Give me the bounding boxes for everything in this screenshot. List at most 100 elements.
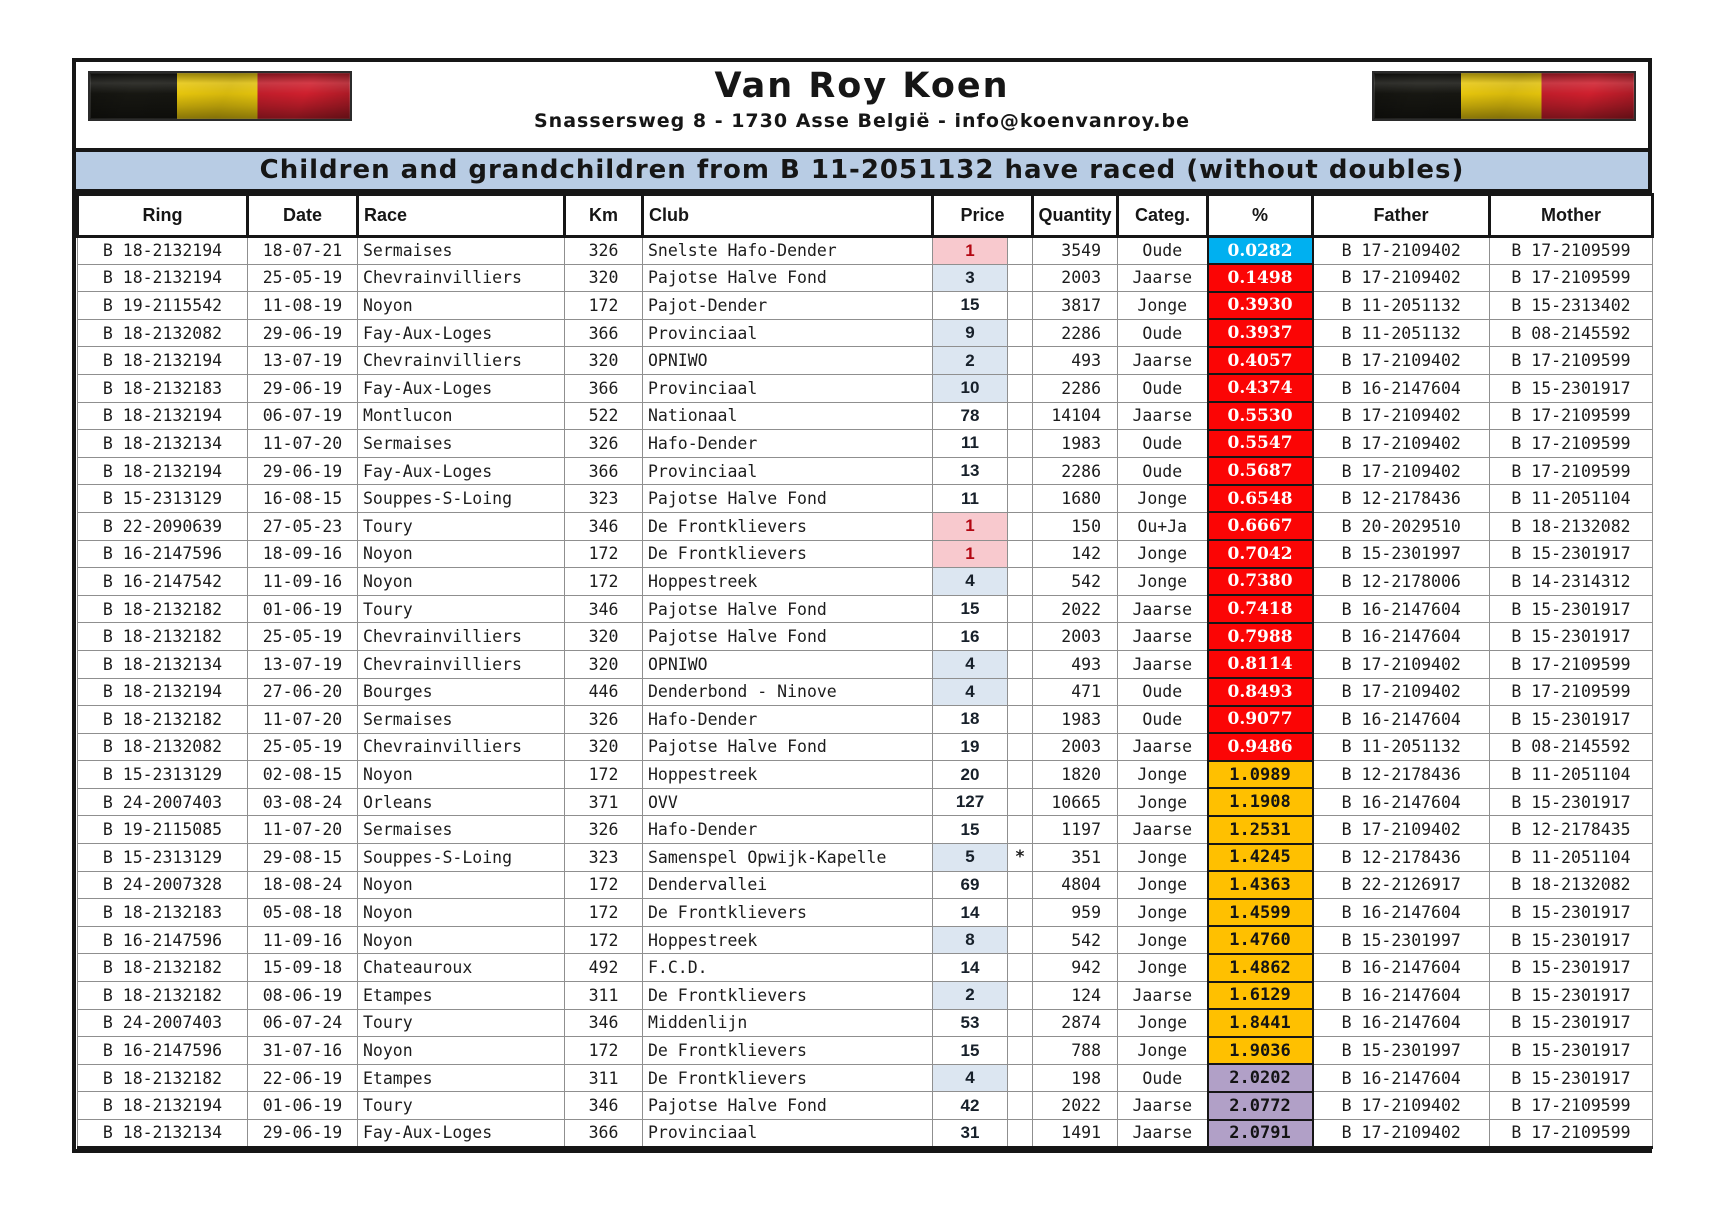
cell-father: B 11-2051132	[1312, 318, 1491, 348]
cell-race: Fay-Aux-Loges	[357, 318, 565, 348]
cell-father: B 17-2109402	[1312, 401, 1491, 431]
cell-pct: 0.9077	[1206, 704, 1314, 735]
cell-categ: Jaarse	[1117, 346, 1209, 375]
cell-star	[1006, 484, 1034, 513]
cell-father: B 12-2178436	[1312, 760, 1491, 789]
cell-club: Hoppestreek	[642, 760, 933, 789]
cell-mother: B 15-2301917	[1489, 1036, 1654, 1065]
cell-date: 29-06-19	[247, 373, 358, 403]
cell-date: 29-06-19	[247, 456, 358, 486]
cell-pct: 0.7380	[1206, 566, 1314, 597]
cell-star	[1006, 1063, 1034, 1093]
cell-mother: B 17-2109599	[1489, 456, 1654, 486]
cell-categ: Oude	[1117, 1063, 1209, 1093]
cell-km: 366	[564, 1119, 643, 1149]
cell-quantity: 2286	[1032, 456, 1119, 486]
cell-race: Orleans	[357, 787, 565, 817]
cell-quantity: 10665	[1032, 787, 1119, 817]
cell-price: 11	[932, 429, 1008, 458]
cell-star	[1006, 649, 1034, 679]
cell-mother: B 15-2301917	[1489, 1008, 1654, 1038]
cell-km: 172	[564, 925, 643, 955]
cell-race: Sermaises	[357, 705, 565, 734]
cell-father: B 20-2029510	[1312, 511, 1491, 541]
cell-quantity: 1680	[1032, 484, 1119, 513]
cell-quantity: 788	[1032, 1036, 1119, 1065]
cell-date: 11-07-20	[247, 429, 358, 458]
cell-categ: Jaarse	[1117, 1119, 1209, 1149]
cell-date: 02-08-15	[247, 760, 358, 789]
cell-race: Toury	[357, 1008, 565, 1038]
cell-date: 11-08-19	[247, 291, 358, 320]
cell-father: B 17-2109402	[1312, 429, 1491, 458]
cell-km: 346	[564, 594, 643, 624]
cell-quantity: 2022	[1032, 1091, 1119, 1120]
cell-mother: B 12-2178435	[1489, 815, 1654, 845]
cell-quantity: 2286	[1032, 373, 1119, 403]
cell-quantity: 942	[1032, 953, 1119, 983]
cell-quantity: 198	[1032, 1063, 1119, 1093]
cell-club: Pajotse Halve Fond	[642, 1091, 933, 1120]
cell-price: 1	[932, 235, 1008, 265]
cell-star	[1006, 787, 1034, 817]
cell-club: Hoppestreek	[642, 567, 933, 596]
cell-date: 29-06-19	[247, 318, 358, 348]
cell-price: 19	[932, 732, 1008, 762]
table-row: B 18-2132194 01-06-19 Toury 346 Pajotse Halv…	[77, 1090, 1654, 1121]
cell-km: 172	[564, 1036, 643, 1065]
cell-race: Sermaises	[357, 235, 565, 265]
cell-pct: 1.1908	[1206, 787, 1314, 817]
table-row: B 24-2007403 03-08-24 Orleans 371 OVV 127 1066…	[77, 787, 1654, 817]
cell-quantity: 471	[1032, 677, 1119, 707]
cell-date: 06-07-24	[247, 1008, 358, 1038]
table-row: B 18-2132082 25-05-19 Chevrainvilliers 320 P…	[77, 732, 1654, 762]
cell-km: 326	[564, 429, 643, 458]
cell-price: 10	[932, 373, 1008, 403]
cell-club: De Frontklievers	[642, 1036, 933, 1065]
cell-star	[1006, 870, 1034, 900]
cell-km: 326	[564, 235, 643, 265]
cell-pct: 0.0282	[1206, 235, 1314, 266]
cell-club: Provinciaal	[642, 373, 933, 403]
cell-race: Noyon	[357, 760, 565, 789]
cell-categ: Jonge	[1117, 1036, 1209, 1065]
cell-price: 15	[932, 291, 1008, 320]
col-header-father: Father	[1311, 193, 1492, 238]
cell-club: Hafo-Dender	[642, 815, 933, 845]
cell-categ: Jaarse	[1117, 263, 1209, 293]
cell-ring: B 18-2132182	[77, 705, 248, 734]
cell-categ: Jaarse	[1117, 649, 1209, 679]
cell-mother: B 17-2109599	[1489, 346, 1654, 375]
cell-km: 446	[564, 677, 643, 707]
cell-km: 172	[564, 760, 643, 789]
cell-star	[1006, 291, 1034, 320]
cell-price: 4	[932, 677, 1008, 707]
cell-quantity: 14104	[1032, 401, 1119, 431]
cell-ring: B 18-2132194	[77, 263, 248, 293]
cell-date: 13-07-19	[247, 346, 358, 375]
cell-km: 522	[564, 401, 643, 431]
cell-star	[1006, 373, 1034, 403]
cell-father: B 17-2109402	[1312, 649, 1491, 679]
cell-quantity: 2874	[1032, 1008, 1119, 1038]
cell-categ: Jaarse	[1117, 1091, 1209, 1120]
cell-pct: 0.7042	[1206, 539, 1314, 569]
cell-quantity: 1983	[1032, 429, 1119, 458]
cell-date: 06-07-19	[247, 401, 358, 431]
col-header-price: Price	[930, 193, 1035, 238]
cell-quantity: 351	[1032, 843, 1119, 872]
cell-club: Provinciaal	[642, 1119, 933, 1149]
table-row: B 18-2132134 11-07-20 Sermaises 326 Hafo-Den…	[77, 428, 1654, 459]
cell-mother: B 17-2109599	[1489, 1091, 1654, 1120]
cell-pct: 0.5547	[1206, 428, 1314, 459]
cell-mother: B 17-2109599	[1489, 235, 1654, 265]
table-row: B 18-2132194 27-06-20 Bourges 446 Denderbond…	[77, 677, 1654, 707]
cell-star	[1006, 1119, 1034, 1149]
cell-categ: Jonge	[1117, 539, 1209, 569]
cell-star	[1006, 235, 1034, 265]
table-row: B 16-2147596 11-09-16 Noyon 172 Hoppestreek 8…	[77, 925, 1654, 955]
cell-categ: Jonge	[1117, 484, 1209, 513]
cell-date: 31-07-16	[247, 1036, 358, 1065]
cell-pct: 1.4599	[1206, 897, 1314, 928]
cell-pct: 0.5687	[1206, 456, 1314, 486]
